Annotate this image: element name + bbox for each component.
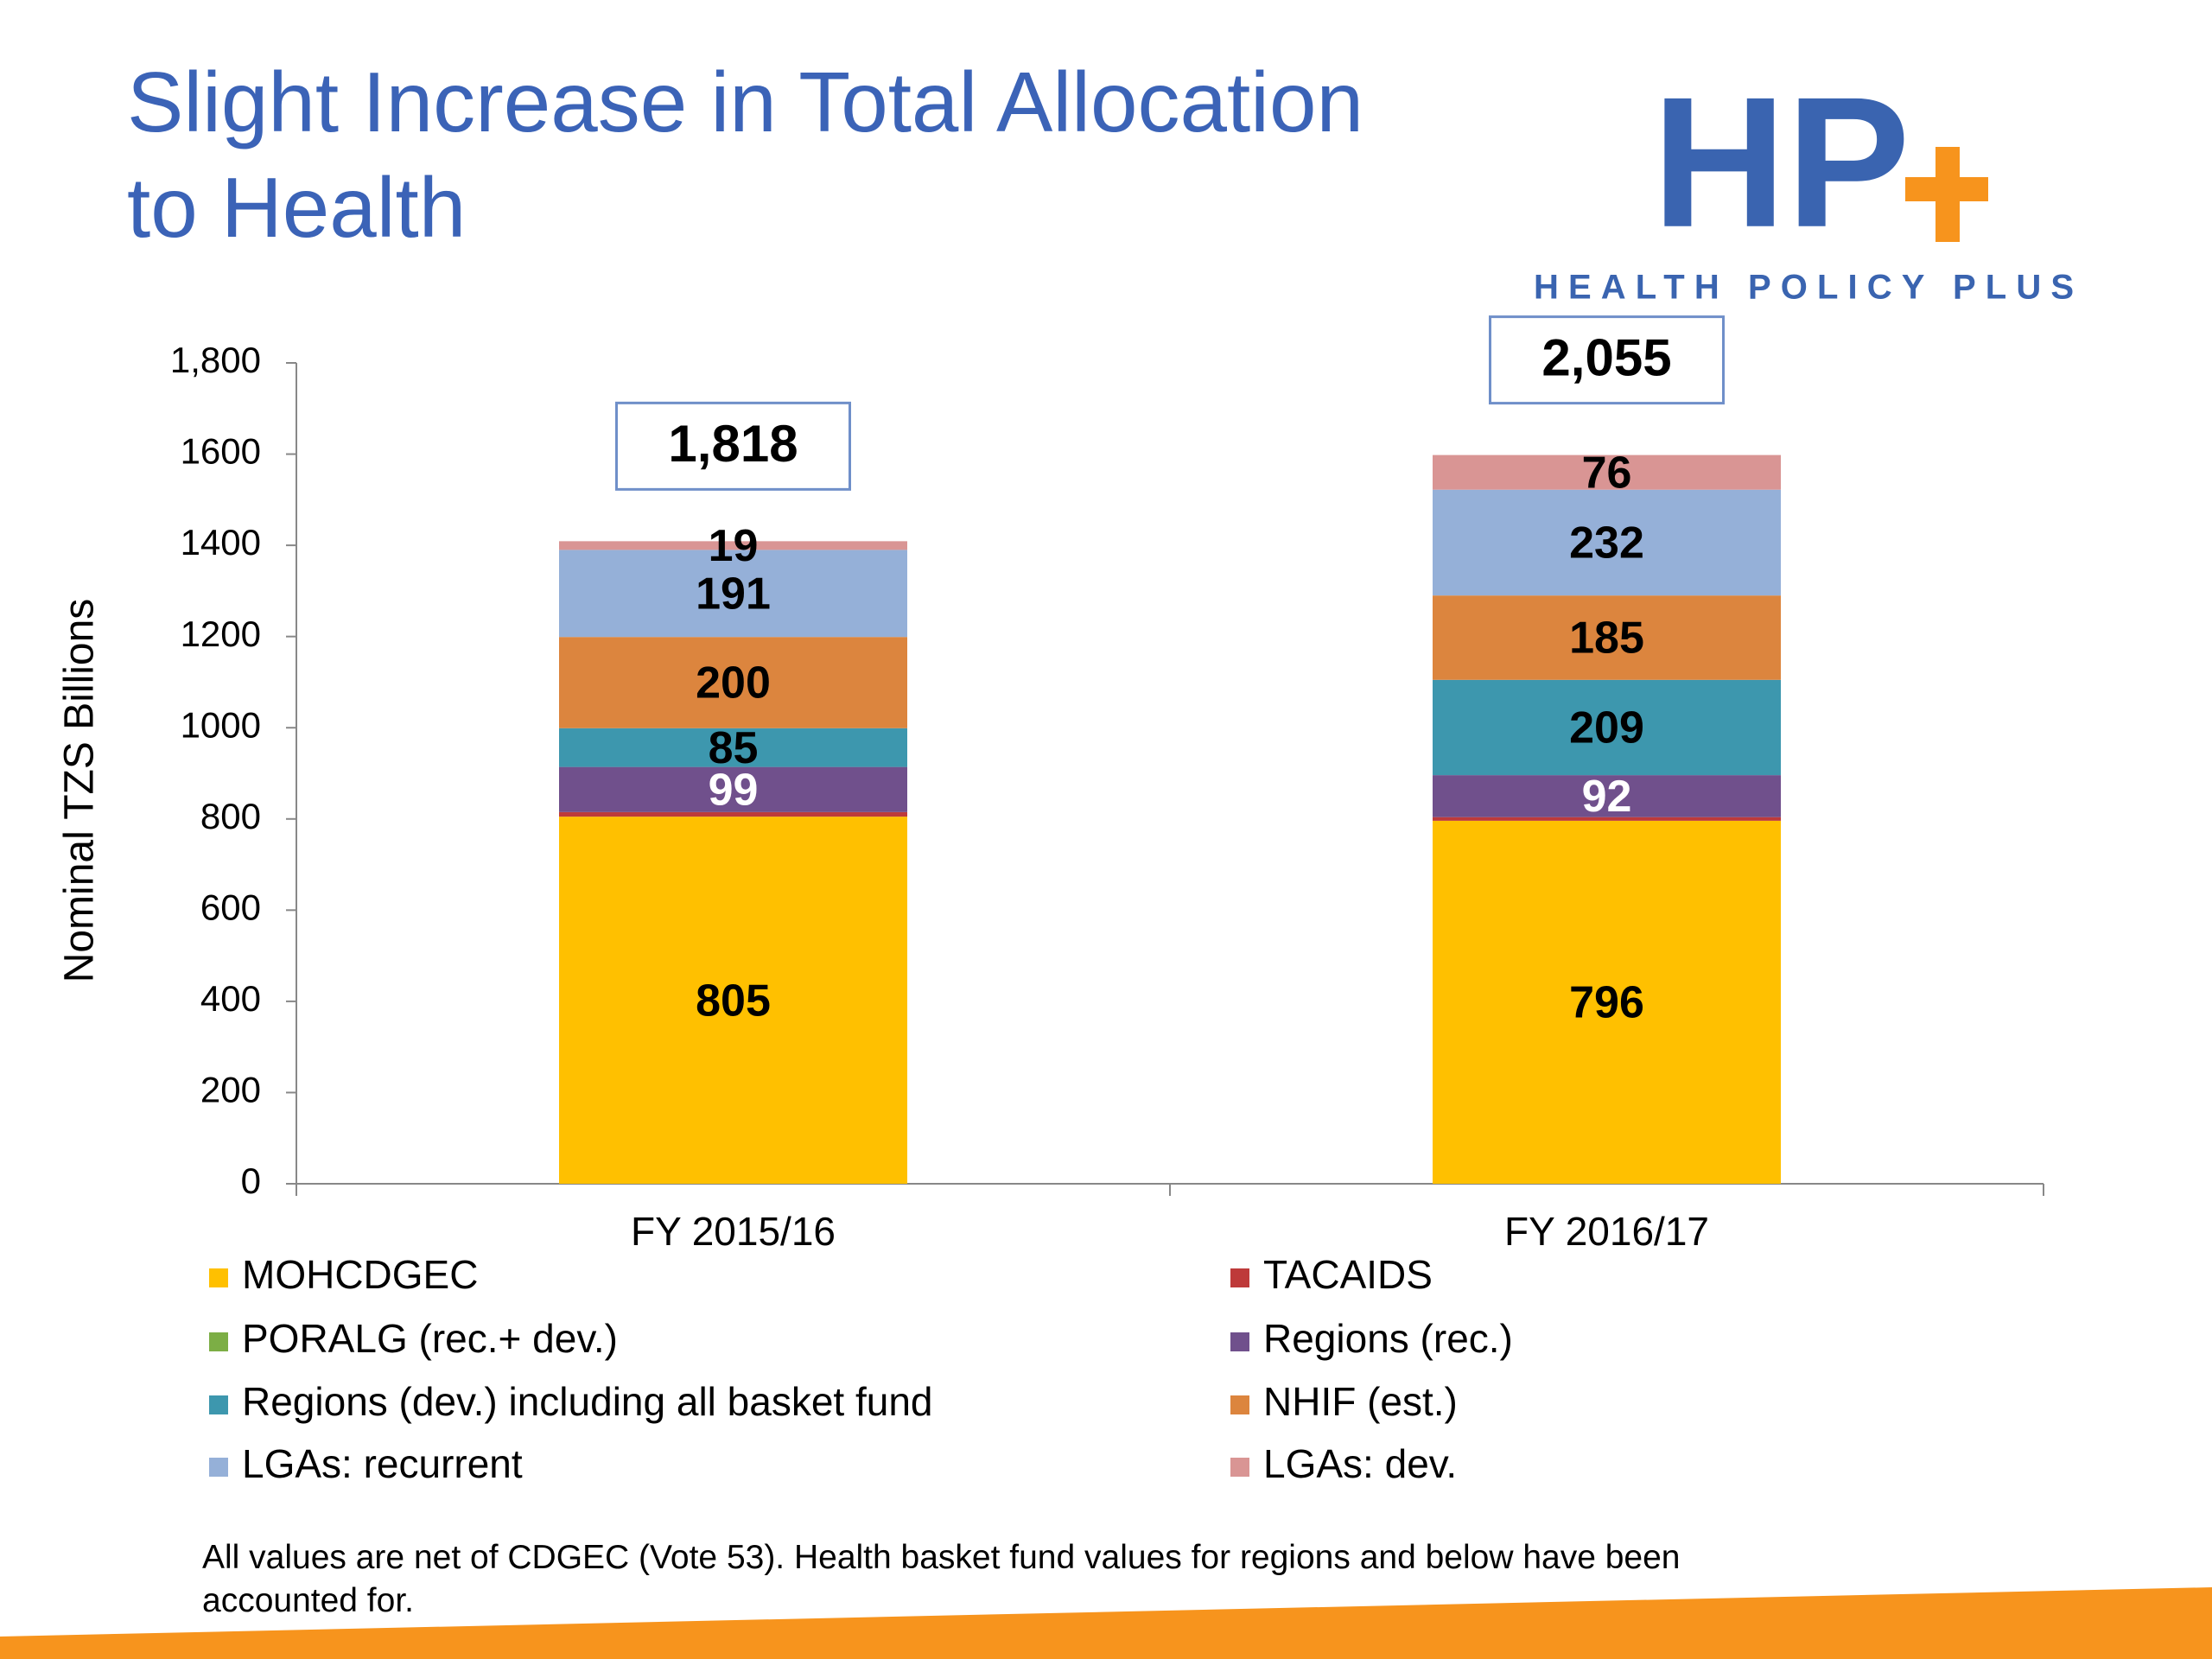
bar-segment — [1433, 820, 1781, 1184]
chart-title: Slight Increase in Total Allocation to He… — [127, 54, 1363, 255]
bar-segment — [559, 637, 907, 728]
legend-swatch — [209, 1458, 228, 1477]
data-label: 85 — [709, 723, 759, 773]
y-tick-label: 1200 — [181, 613, 261, 654]
legend-label: LGAs: recurrent — [242, 1441, 523, 1486]
y-tick-label: 800 — [200, 796, 261, 836]
data-label: 99 — [709, 765, 759, 815]
y-tick-label: 1600 — [181, 431, 261, 472]
y-tick-label: 0 — [241, 1160, 261, 1201]
legend-label: LGAs: dev. — [1263, 1441, 1457, 1486]
legend-swatch — [1230, 1458, 1249, 1477]
y-tick-label: 200 — [200, 1070, 261, 1110]
y-tick-label: 600 — [200, 887, 261, 927]
legend-label: Regions (dev.) including all basket fund — [242, 1379, 933, 1424]
data-label: 232 — [1569, 518, 1644, 569]
legend-swatch — [209, 1332, 228, 1351]
data-label: 200 — [696, 658, 771, 709]
bar-segment — [559, 728, 907, 767]
legend-label: TACAIDS — [1263, 1252, 1433, 1297]
y-tick-label: 1,800 — [170, 340, 261, 380]
data-label: 796 — [1569, 978, 1644, 1028]
bar-segment — [559, 541, 907, 550]
total-box — [1489, 315, 1725, 405]
data-label: 185 — [1569, 613, 1644, 664]
data-label: 191 — [696, 569, 771, 620]
logo-mark: HP — [1652, 58, 1910, 266]
logo: HP HEALTH POLICY PLUS — [1534, 58, 2074, 307]
y-axis-label: Nominal TZS Billions — [57, 599, 103, 983]
legend-label: NHIF (est.) — [1263, 1379, 1458, 1424]
x-tick-label: FY 2016/17 — [1504, 1209, 1709, 1254]
bar-segment — [559, 811, 907, 817]
legend-swatch — [1230, 1395, 1249, 1414]
legend-swatch — [209, 1268, 228, 1287]
logo-name: HEALTH POLICY PLUS — [1534, 269, 2074, 307]
total-label: 2,055 — [1541, 328, 1671, 386]
data-label: 209 — [1569, 703, 1644, 753]
legend-label: Regions (rec.) — [1263, 1316, 1513, 1361]
x-tick-label: FY 2015/16 — [631, 1209, 836, 1254]
total-box — [615, 401, 851, 491]
bar-segment — [1433, 489, 1781, 596]
footer-stripe — [0, 1587, 2212, 1659]
bar-segment — [559, 550, 907, 638]
logo-plus — [1936, 147, 1960, 242]
data-label: 19 — [709, 521, 759, 571]
data-label: 76 — [1582, 448, 1632, 498]
bar-segment — [559, 766, 907, 812]
footnote: All values are net of CDGEC (Vote 53). H… — [202, 1539, 1681, 1619]
legend-label: MOHCDGEC — [242, 1252, 478, 1297]
legend-swatch — [1230, 1332, 1249, 1351]
bar-segment — [559, 817, 907, 1184]
legend-label: PORALG (rec.+ dev.) — [242, 1316, 618, 1361]
y-tick-label: 1000 — [181, 704, 261, 745]
data-label: 805 — [696, 976, 771, 1026]
bar-segment — [1433, 595, 1781, 680]
bar-segment — [1433, 454, 1781, 490]
bar-segment — [1433, 775, 1781, 817]
data-label: 92 — [1582, 772, 1632, 822]
y-tick-label: 1400 — [181, 522, 261, 563]
y-tick-label: 400 — [200, 978, 261, 1019]
legend-swatch — [1230, 1268, 1249, 1287]
legend-swatch — [209, 1395, 228, 1414]
chart-title-line: Slight Increase in Total Allocation — [127, 54, 1363, 149]
chart-title-line: to Health — [127, 160, 466, 255]
bar-segment — [1433, 679, 1781, 776]
bar-segment — [1433, 817, 1781, 821]
total-label: 1,818 — [668, 415, 798, 473]
